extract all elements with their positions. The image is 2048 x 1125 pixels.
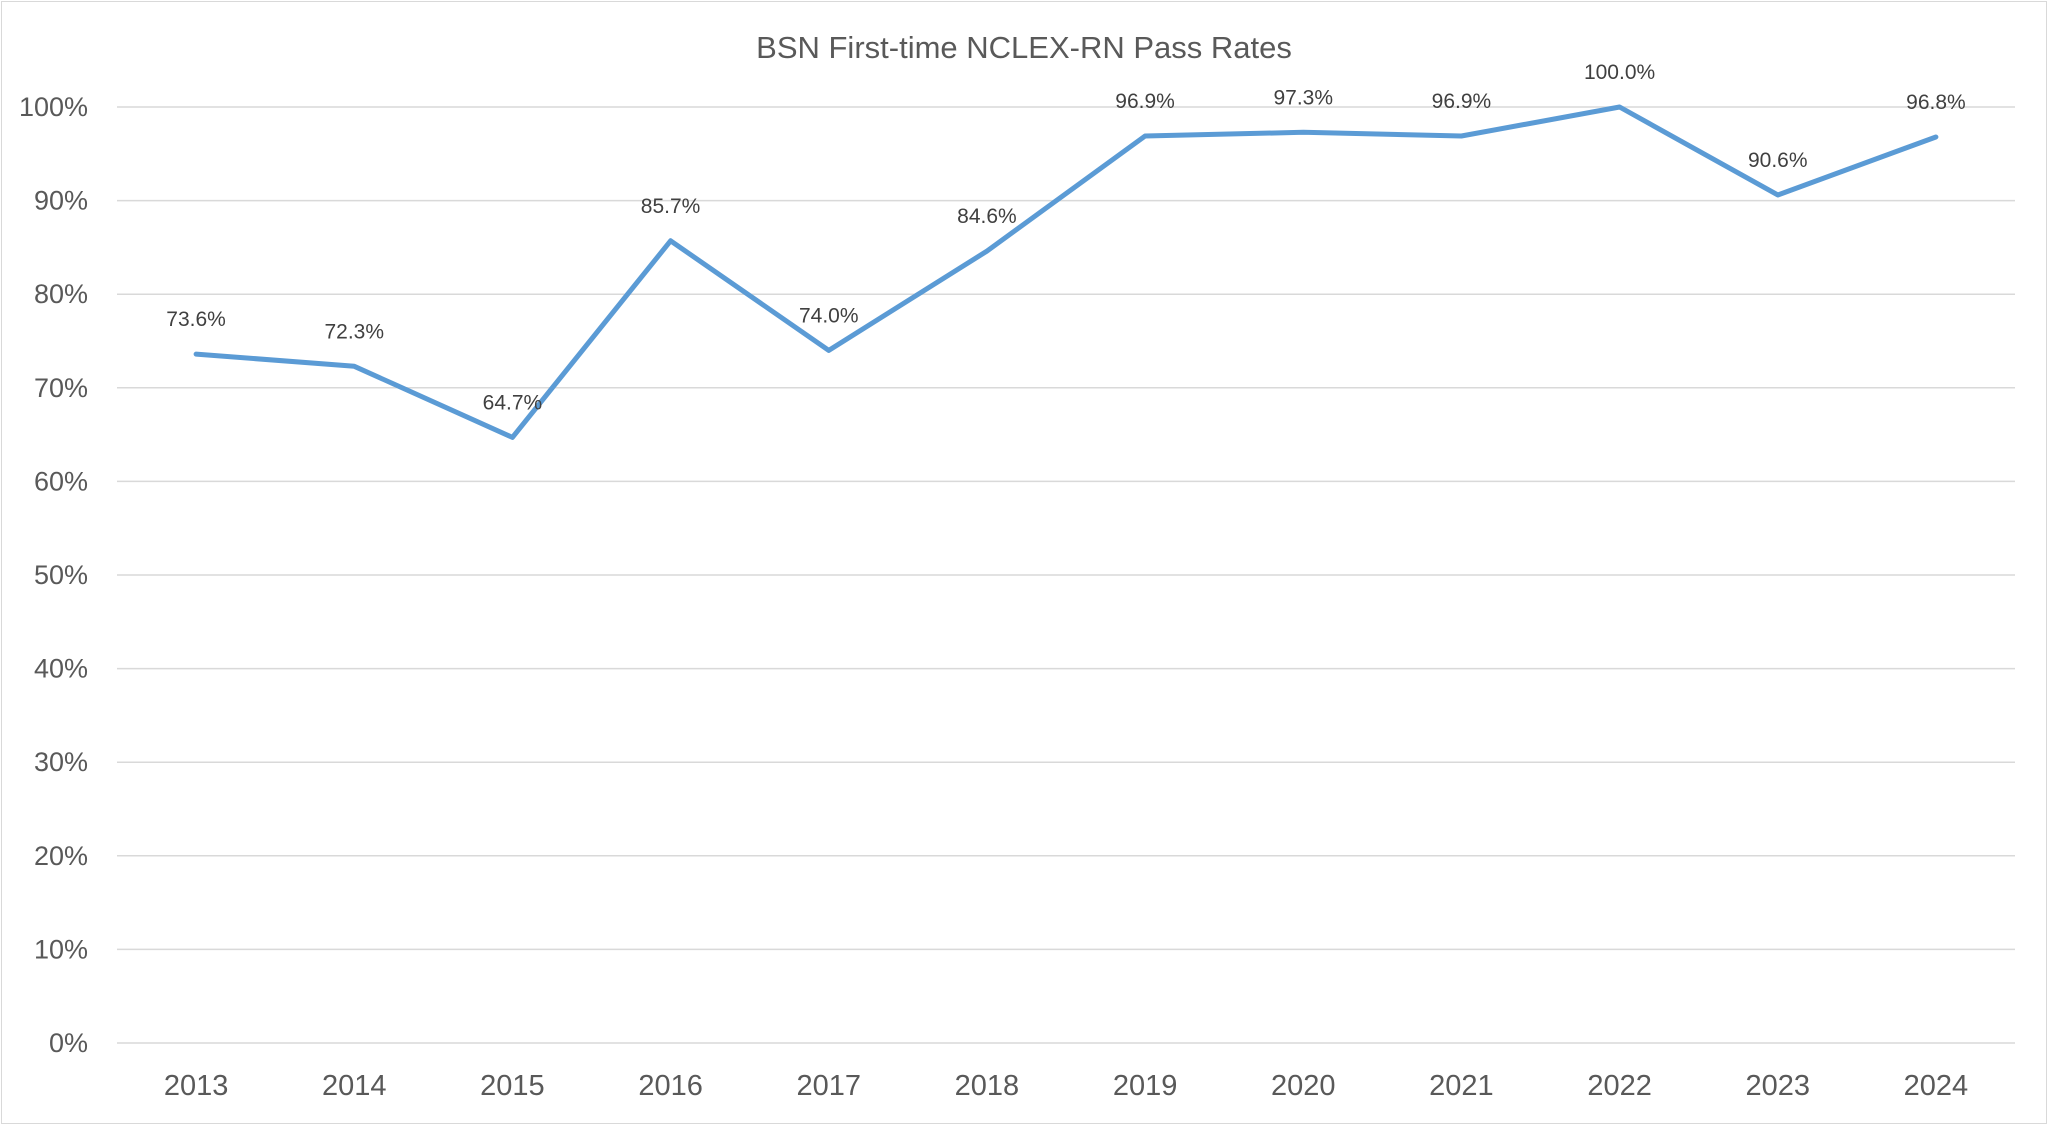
x-tick-label: 2018 <box>955 1070 1020 1102</box>
y-tick-label: 100% <box>19 92 88 122</box>
x-tick-label: 2019 <box>1113 1070 1178 1102</box>
data-label: 64.7% <box>483 391 543 414</box>
data-label: 73.6% <box>166 308 226 331</box>
x-axis: 2013 2014 2015 2016 2017 2018 2019 2020 2021 2022… <box>164 1070 1968 1102</box>
series-line <box>193 104 1939 440</box>
y-tick-label: 70% <box>34 373 88 403</box>
x-tick-label: 2013 <box>164 1070 229 1102</box>
gridlines <box>117 106 2015 1044</box>
y-tick-label: 60% <box>34 466 88 496</box>
data-label: 97.3% <box>1273 86 1333 109</box>
x-tick-label: 2023 <box>1745 1070 1810 1102</box>
y-tick-label: 10% <box>34 934 88 964</box>
x-tick-label: 2016 <box>638 1070 703 1102</box>
x-tick-label: 2015 <box>480 1070 545 1102</box>
y-axis: 0% 10% 20% 30% 40% 50% 60% 70% 80% 90% 100% <box>19 92 88 1058</box>
data-label: 74.0% <box>799 304 859 327</box>
data-label: 85.7% <box>641 195 701 218</box>
y-tick-label: 0% <box>49 1028 88 1058</box>
x-tick-label: 2021 <box>1429 1070 1494 1102</box>
y-tick-label: 40% <box>34 654 88 684</box>
series-layer <box>193 104 1939 440</box>
data-labels: 73.6% 72.3% 64.7% 85.7% 74.0% 84.6% 96.9% 97.3%… <box>166 61 1965 414</box>
data-label: 90.6% <box>1748 149 1808 172</box>
data-label: 96.9% <box>1432 90 1492 113</box>
data-label: 72.3% <box>324 320 384 343</box>
data-label: 100.0% <box>1584 61 1655 84</box>
x-tick-label: 2022 <box>1587 1070 1652 1102</box>
y-tick-label: 80% <box>34 279 88 309</box>
x-tick-label: 2014 <box>322 1070 387 1102</box>
data-label: 84.6% <box>957 205 1017 228</box>
y-tick-label: 90% <box>34 186 88 216</box>
chart-title: BSN First-time NCLEX-RN Pass Rates <box>756 30 1292 65</box>
y-tick-label: 20% <box>34 841 88 871</box>
x-tick-label: 2017 <box>796 1070 861 1102</box>
y-tick-label: 30% <box>34 747 88 777</box>
x-tick-label: 2020 <box>1271 1070 1336 1102</box>
x-tick-label: 2024 <box>1904 1070 1969 1102</box>
data-label: 96.8% <box>1906 91 1966 114</box>
data-label: 96.9% <box>1115 90 1175 113</box>
y-tick-label: 50% <box>34 560 88 590</box>
